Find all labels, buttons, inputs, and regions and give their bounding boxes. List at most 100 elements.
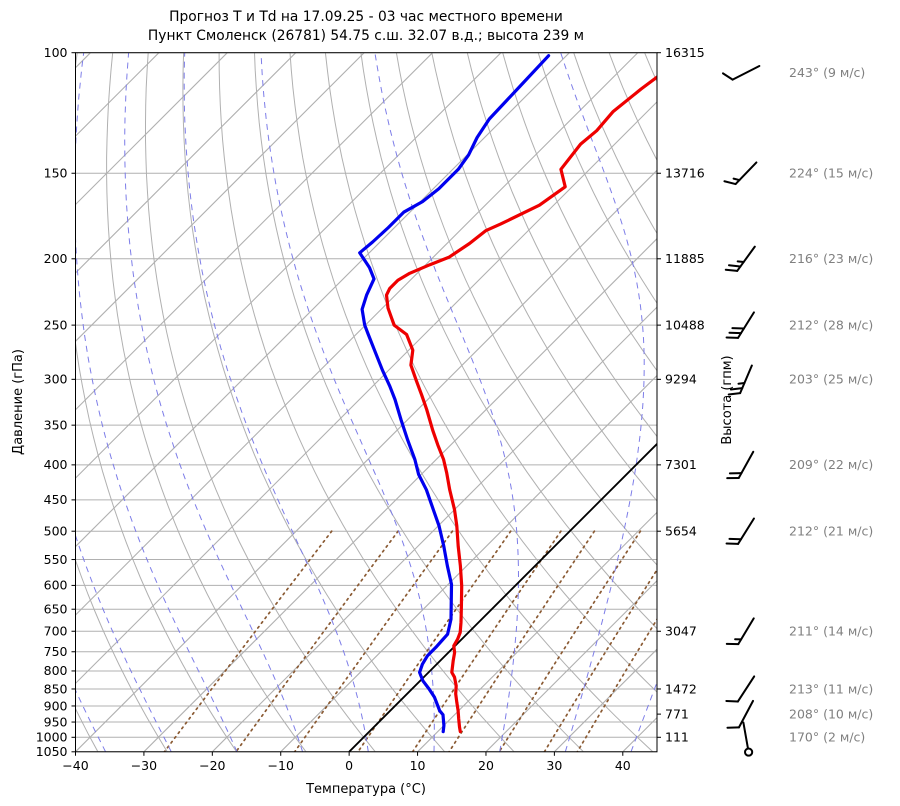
y-left-axis-label: Давление (гПа) [11, 349, 26, 455]
wind-barb-staff [737, 699, 755, 729]
mixing-ratio-line [357, 530, 512, 752]
mixing-ratio-line [576, 617, 657, 752]
dry-adiabat-line [75, 558, 168, 752]
wind-barb-full [723, 180, 737, 186]
wind-barb-staff [736, 675, 756, 703]
x-axis-label: Температура (°C) [305, 782, 426, 797]
wind-barb [726, 450, 755, 480]
isotherm-line [75, 101, 657, 685]
wind-barb-full [729, 387, 744, 391]
x-tick-label: −40 [62, 758, 88, 773]
wind-barb [724, 245, 756, 272]
isotherm-line [75, 52, 228, 206]
dry-adiabat-line [502, 52, 657, 372]
y-left-tick-label: 150 [44, 166, 68, 181]
dry-adiabat-line [289, 52, 654, 752]
wind-barb-full [724, 268, 739, 272]
isotherm-line [143, 237, 657, 752]
dry-adiabat-line [716, 53, 900, 752]
wind-barb [725, 617, 755, 646]
x-tick-label: 30 [546, 758, 562, 773]
mixing-ratio-line [411, 530, 562, 752]
dry-adiabat-line [431, 52, 657, 502]
dry-adiabat-line [218, 52, 515, 752]
wind-label: 213° (11 м/с) [789, 681, 873, 696]
wind-label: 203° (25 м/с) [789, 372, 873, 387]
height-tick-label: 1472 [665, 681, 697, 696]
wind-barb [742, 721, 754, 757]
isotherm-line [75, 52, 433, 411]
moist-adiabat-line [183, 52, 369, 752]
dewpoint-curve [358, 54, 551, 734]
dry-adiabat-line [644, 52, 657, 84]
wind-barb-full [727, 264, 742, 268]
mixing-ratio-line [448, 530, 596, 752]
wind-barb-half [736, 260, 745, 264]
y-left-tick-label: 350 [44, 417, 68, 432]
dry-adiabat-line [608, 52, 657, 162]
y-left-tick-label: 450 [44, 492, 68, 507]
y-left-tick-label: 950 [44, 714, 68, 729]
y-left-tick-label: 900 [44, 698, 68, 713]
wind-barb [726, 699, 755, 729]
calm-wind-circle [744, 747, 754, 757]
x-tick-label: −30 [131, 758, 157, 773]
height-tick-label: 111 [665, 730, 689, 745]
height-tick-label: 11885 [665, 251, 705, 266]
isotherm-line [75, 52, 570, 548]
wind-label: 212° (21 м/с) [789, 524, 873, 539]
height-tick-label: 3047 [665, 624, 697, 639]
y-left-tick-label: 850 [44, 681, 68, 696]
y-left-tick-label: 650 [44, 602, 68, 617]
isotherm-line [485, 579, 657, 752]
wind-barb-half [737, 382, 746, 385]
dry-adiabat-line [466, 52, 657, 438]
dry-adiabat-line [75, 52, 238, 752]
dry-adiabat-line [822, 53, 900, 752]
isotherm-line [417, 511, 657, 752]
wind-barb-full [727, 392, 742, 396]
wind-barb [721, 65, 761, 81]
dry-adiabat-line [537, 52, 657, 305]
dry-adiabat-line [360, 52, 657, 630]
moist-adiabat-line [560, 52, 645, 752]
sounding-curves [358, 54, 657, 734]
zero-isotherm-line [348, 442, 657, 752]
moist-adiabat-line [260, 52, 435, 752]
y-left-tick-label: 300 [44, 372, 68, 387]
axis-ticks: 1001502002503003504004505005506006507007… [36, 45, 705, 773]
dry-adiabat-line [254, 52, 584, 752]
y-left-tick-label: 1000 [36, 730, 68, 745]
wind-label: 243° (9 м/с) [789, 65, 865, 80]
isotherm-line [280, 374, 657, 752]
moist-adiabat-line [630, 680, 657, 752]
y-left-tick-label: 200 [44, 251, 68, 266]
plot-border [75, 52, 658, 753]
chart-title-line2: Пункт Смоленск (26781) 54.75 с.ш. 32.07 … [148, 28, 584, 44]
y-left-tick-label: 550 [44, 552, 68, 567]
y-left-tick-label: 750 [44, 644, 68, 659]
isotherm-line [622, 716, 657, 752]
mixing-ratio-line [543, 568, 657, 752]
mixing-ratio-line [163, 530, 333, 752]
wind-barb-staff [742, 721, 750, 754]
wind-label: 224° (15 м/с) [789, 166, 873, 181]
wind-barb [723, 161, 758, 186]
dry-adiabat-line [680, 53, 900, 752]
temperature-curve [384, 75, 657, 734]
dry-adiabat-line [106, 52, 307, 752]
dry-adiabat-line [395, 52, 657, 566]
isotherm-line [211, 306, 657, 752]
wind-barb [725, 311, 755, 339]
dry-adiabat-line [786, 53, 900, 752]
mixing-ratio-line [235, 530, 399, 752]
dry-adiabat-line [573, 52, 657, 235]
dry-adiabat-line [145, 52, 376, 752]
wind-barb-half [732, 177, 741, 182]
moist-adiabat-line [374, 52, 520, 752]
y-left-tick-label: 800 [44, 663, 68, 678]
dry-adiabat-line [182, 52, 446, 752]
moist-adiabat-line [124, 52, 304, 752]
